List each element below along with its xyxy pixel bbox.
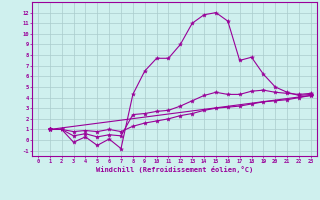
X-axis label: Windchill (Refroidissement éolien,°C): Windchill (Refroidissement éolien,°C) [96,166,253,173]
